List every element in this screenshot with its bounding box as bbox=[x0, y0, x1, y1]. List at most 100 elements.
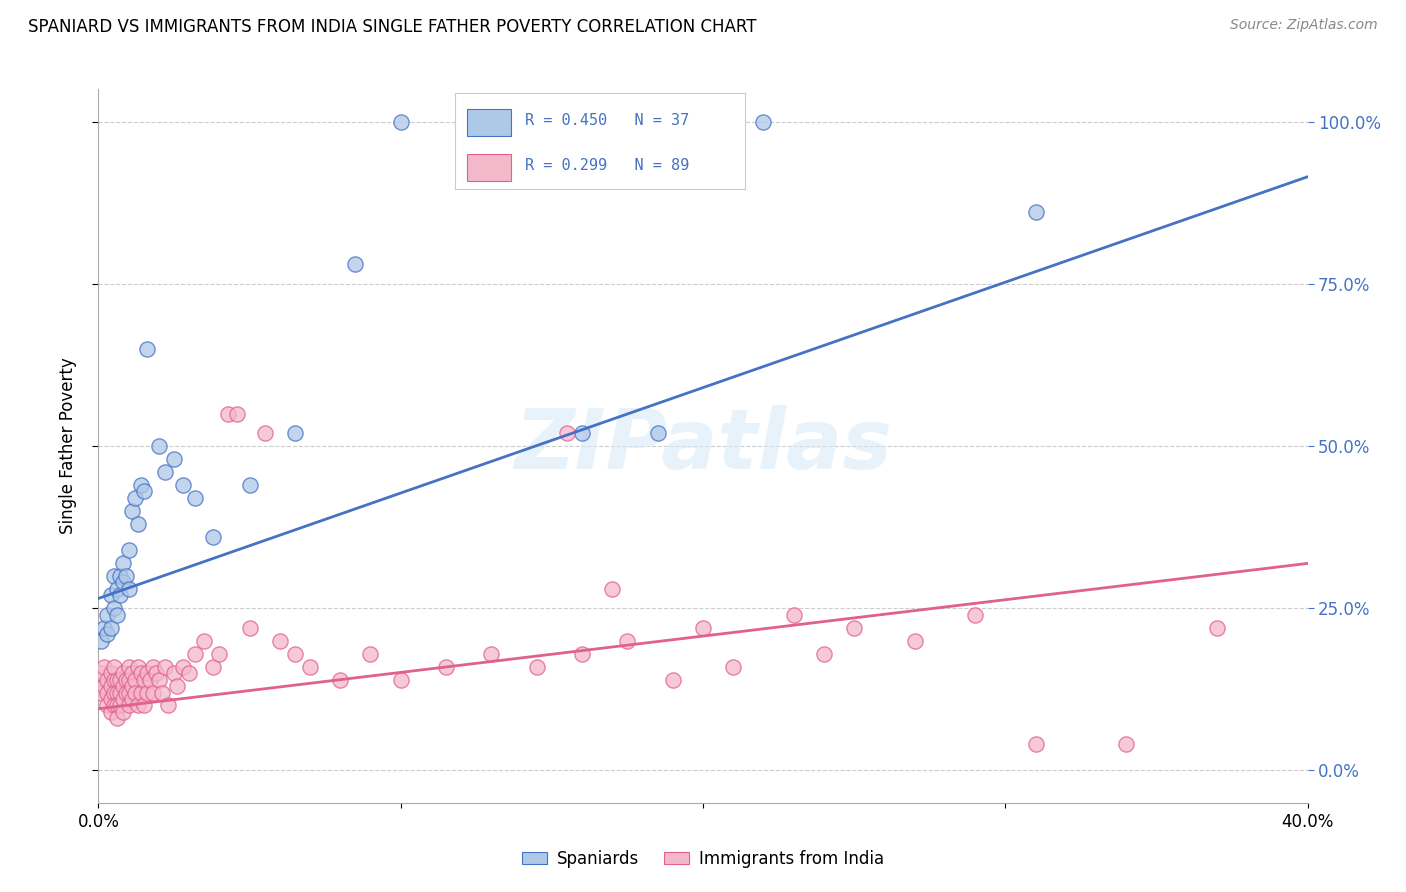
Point bbox=[127, 659, 149, 673]
Point bbox=[389, 114, 412, 128]
Point bbox=[217, 407, 239, 421]
Point bbox=[135, 342, 157, 356]
Point bbox=[148, 673, 170, 687]
Point bbox=[329, 673, 352, 687]
Point bbox=[226, 407, 249, 421]
Point bbox=[132, 484, 155, 499]
Point bbox=[105, 673, 128, 687]
Point bbox=[163, 666, 186, 681]
Point bbox=[692, 621, 714, 635]
Point bbox=[108, 673, 131, 687]
Point bbox=[114, 568, 136, 582]
Point bbox=[202, 530, 225, 544]
Point bbox=[105, 685, 128, 699]
Point bbox=[111, 679, 134, 693]
Point bbox=[93, 659, 115, 673]
Point bbox=[118, 698, 141, 713]
Point bbox=[184, 491, 207, 505]
Point bbox=[100, 692, 122, 706]
Point bbox=[142, 659, 165, 673]
Point bbox=[481, 647, 503, 661]
Point bbox=[121, 666, 143, 681]
Point bbox=[148, 439, 170, 453]
Point bbox=[103, 685, 125, 699]
Point bbox=[105, 582, 128, 596]
Point bbox=[114, 673, 136, 687]
Point bbox=[118, 685, 141, 699]
Point bbox=[100, 588, 122, 602]
Point bbox=[103, 568, 125, 582]
Point bbox=[239, 478, 262, 492]
Point bbox=[389, 673, 412, 687]
Point bbox=[108, 568, 131, 582]
Point bbox=[172, 659, 194, 673]
Point bbox=[661, 673, 683, 687]
Point bbox=[135, 685, 157, 699]
Point bbox=[124, 673, 146, 687]
Point bbox=[434, 659, 457, 673]
Point bbox=[118, 582, 141, 596]
Point bbox=[253, 425, 276, 440]
Point bbox=[111, 705, 134, 719]
Point bbox=[108, 588, 131, 602]
Point bbox=[153, 465, 176, 479]
Point bbox=[108, 698, 131, 713]
Point bbox=[132, 673, 155, 687]
Point bbox=[526, 659, 548, 673]
Text: Source: ZipAtlas.com: Source: ZipAtlas.com bbox=[1230, 18, 1378, 32]
Point bbox=[129, 666, 152, 681]
Point bbox=[129, 685, 152, 699]
Point bbox=[96, 685, 118, 699]
Point bbox=[90, 685, 112, 699]
Text: ZIPatlas: ZIPatlas bbox=[515, 406, 891, 486]
Point bbox=[111, 666, 134, 681]
Point bbox=[179, 666, 201, 681]
Point bbox=[96, 607, 118, 622]
Point bbox=[105, 711, 128, 725]
Point bbox=[184, 647, 207, 661]
Point bbox=[127, 516, 149, 531]
Point bbox=[1024, 205, 1046, 219]
Point bbox=[139, 673, 162, 687]
Point bbox=[96, 698, 118, 713]
Point bbox=[844, 621, 866, 635]
Point bbox=[813, 647, 835, 661]
Point bbox=[111, 575, 134, 590]
Point bbox=[121, 692, 143, 706]
Point bbox=[723, 659, 745, 673]
Point bbox=[163, 452, 186, 467]
Point bbox=[100, 705, 122, 719]
Point bbox=[150, 685, 173, 699]
Point bbox=[127, 698, 149, 713]
Point bbox=[100, 666, 122, 681]
Point bbox=[166, 679, 188, 693]
Point bbox=[239, 621, 262, 635]
Point bbox=[124, 491, 146, 505]
Point bbox=[111, 692, 134, 706]
Point bbox=[100, 621, 122, 635]
Point bbox=[114, 685, 136, 699]
Point bbox=[103, 601, 125, 615]
Point bbox=[105, 607, 128, 622]
Point bbox=[752, 114, 775, 128]
Point bbox=[103, 659, 125, 673]
Point bbox=[344, 257, 367, 271]
Point bbox=[1115, 738, 1137, 752]
Point bbox=[121, 679, 143, 693]
Point bbox=[602, 582, 624, 596]
Text: SPANIARD VS IMMIGRANTS FROM INDIA SINGLE FATHER POVERTY CORRELATION CHART: SPANIARD VS IMMIGRANTS FROM INDIA SINGLE… bbox=[28, 18, 756, 36]
Point bbox=[208, 647, 231, 661]
Point bbox=[153, 659, 176, 673]
Point bbox=[96, 673, 118, 687]
Legend: Spaniards, Immigrants from India: Spaniards, Immigrants from India bbox=[515, 844, 891, 875]
Y-axis label: Single Father Poverty: Single Father Poverty bbox=[59, 358, 77, 534]
Point bbox=[90, 666, 112, 681]
Point bbox=[616, 633, 638, 648]
Point bbox=[93, 679, 115, 693]
Point bbox=[1206, 621, 1229, 635]
Point bbox=[965, 607, 987, 622]
Point bbox=[904, 633, 927, 648]
Point bbox=[121, 504, 143, 518]
Point bbox=[571, 425, 593, 440]
Point bbox=[118, 673, 141, 687]
